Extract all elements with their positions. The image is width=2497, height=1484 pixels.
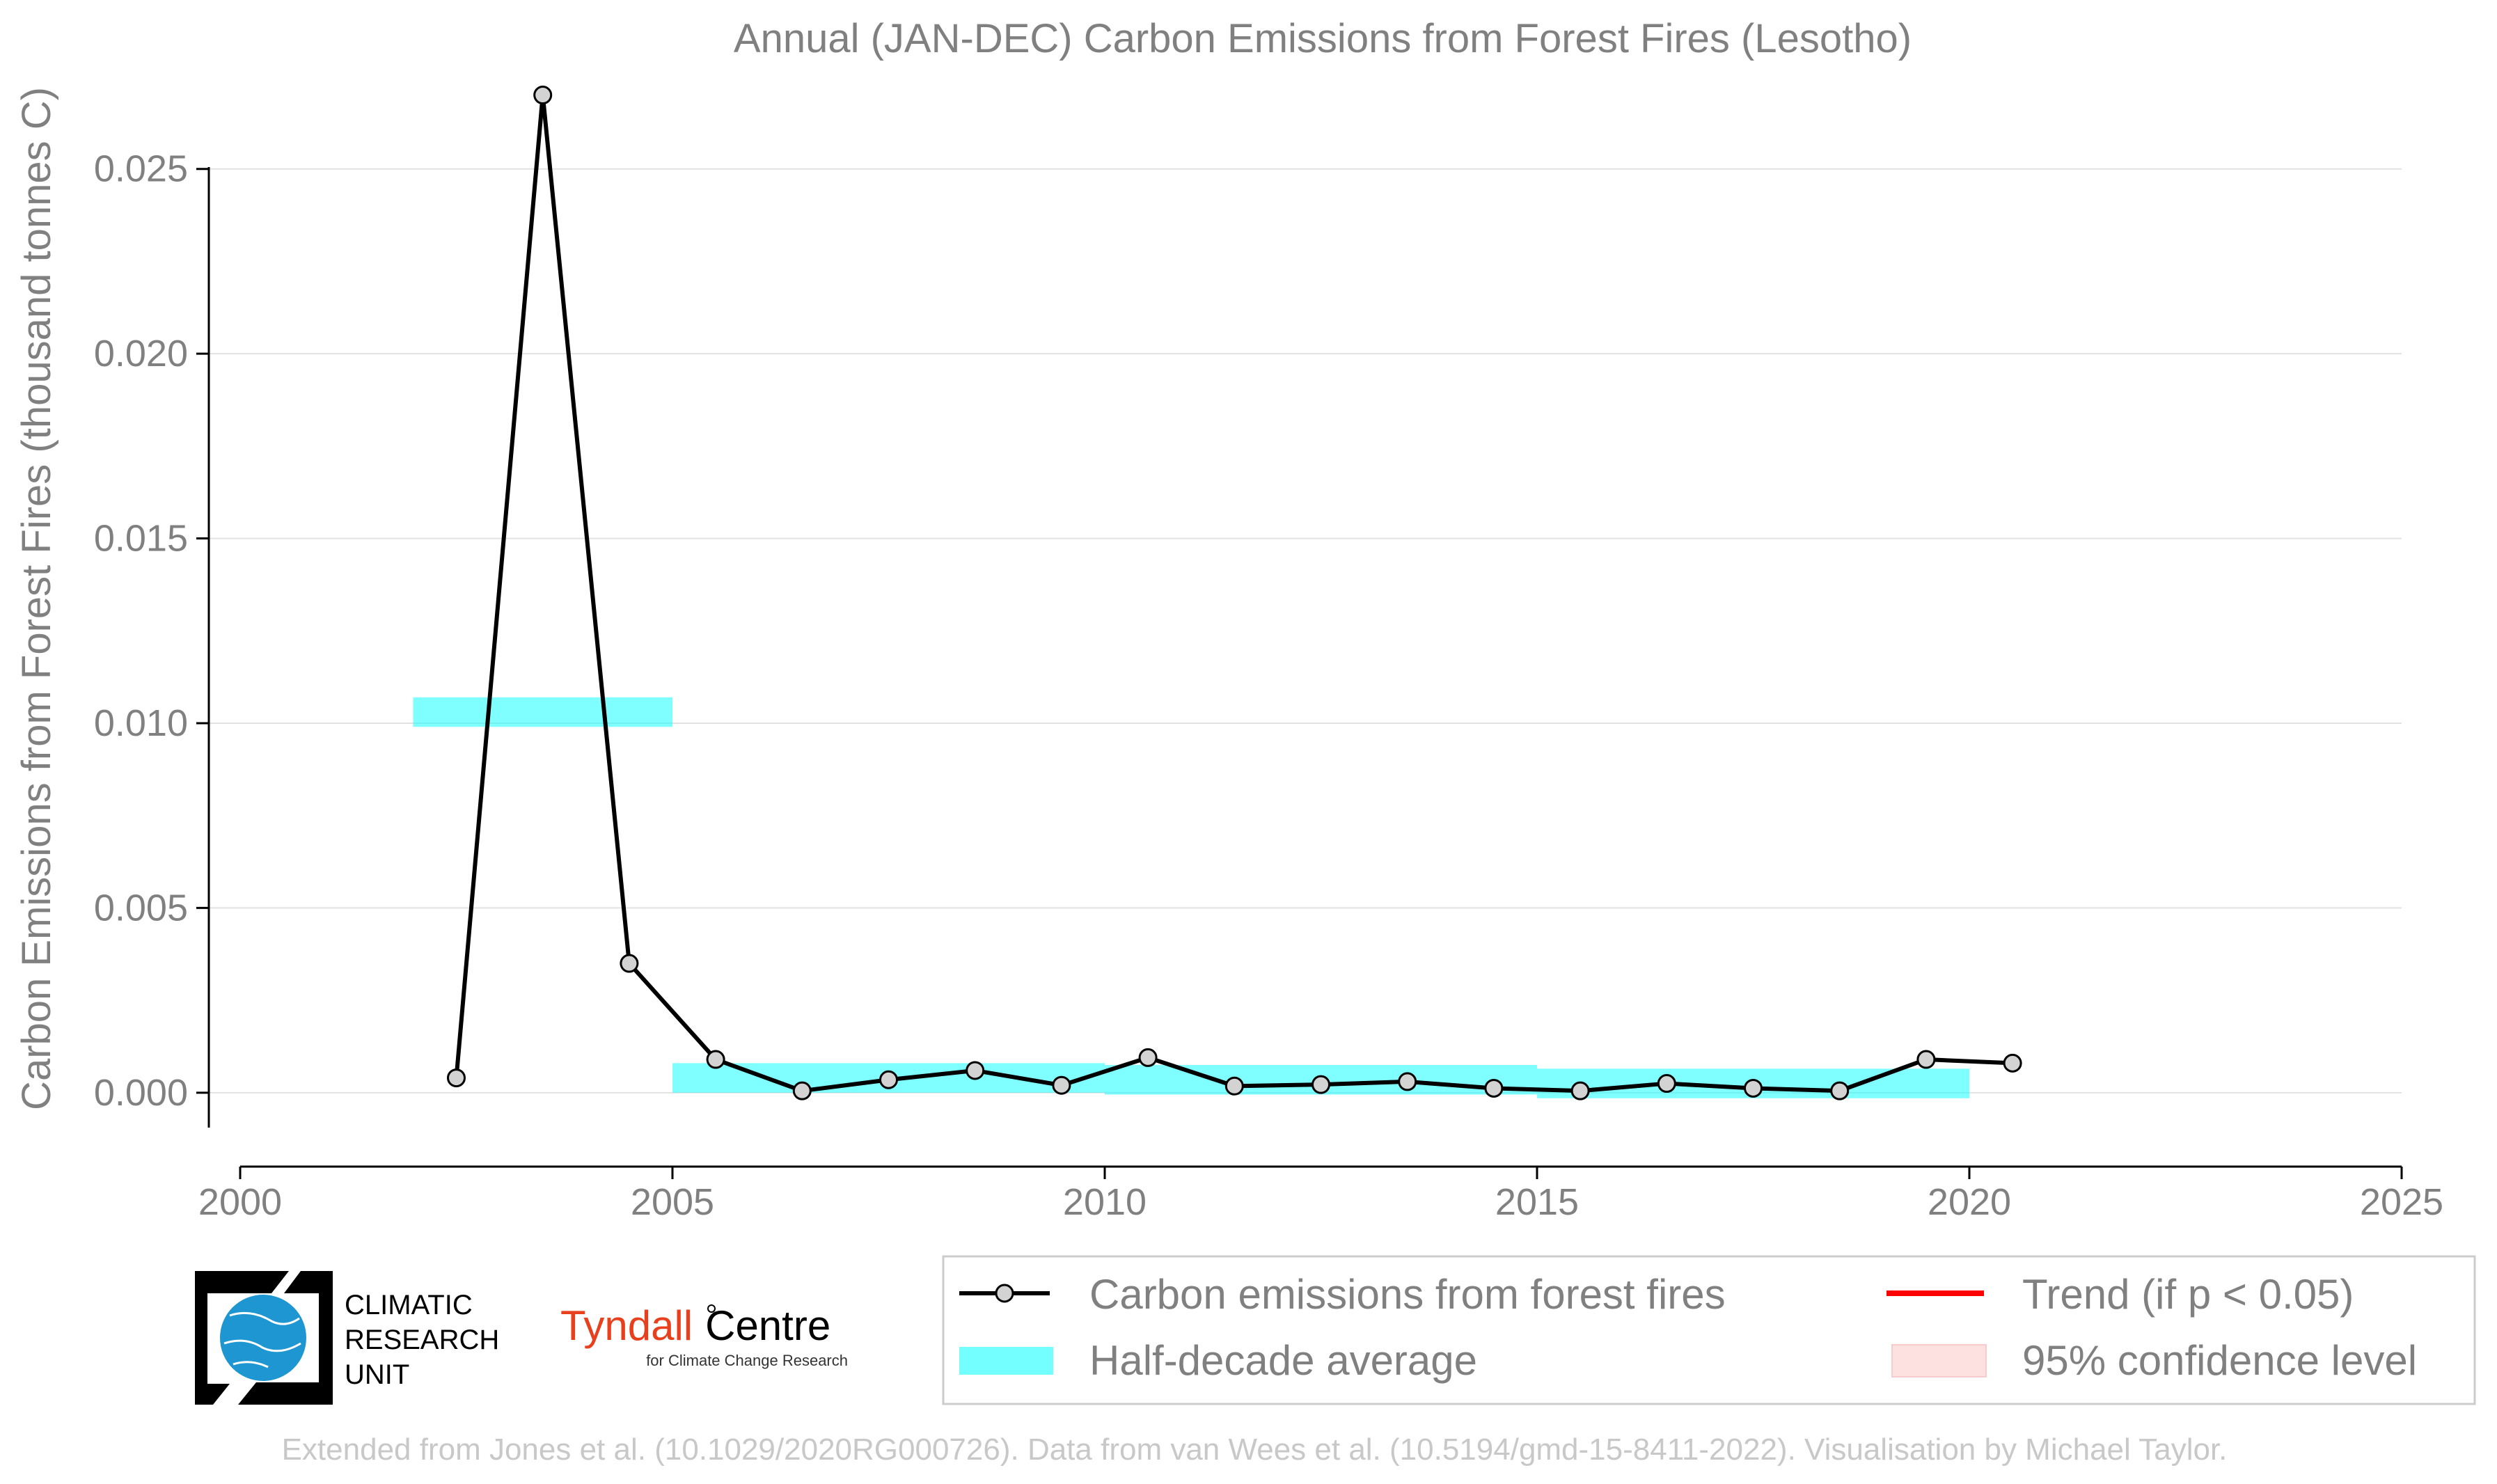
y-tick-label: 0.025	[94, 148, 188, 190]
cru-logo: CLIMATIC RESEARCH UNIT	[195, 1271, 499, 1405]
legend: Carbon emissions from forest fires Trend…	[942, 1255, 2476, 1405]
legend-item-confidence: 95% confidence level	[1891, 1337, 2417, 1384]
cru-logo-line-1: CLIMATIC	[345, 1290, 473, 1320]
data-point	[620, 954, 639, 973]
half-decade-bands	[413, 697, 1969, 1098]
footer-credit: Extended from Jones et al. (10.1029/2020…	[282, 1432, 2228, 1467]
data-point	[1138, 1048, 1158, 1067]
x-tick-label: 2010	[1063, 1181, 1147, 1223]
emissions-series	[447, 86, 2022, 1100]
chart-title: Annual (JAN-DEC) Carbon Emissions from F…	[734, 16, 1912, 61]
legend-label: Half-decade average	[1089, 1337, 1477, 1384]
data-point	[447, 1068, 466, 1088]
cru-logo-line-3: UNIT	[345, 1359, 409, 1390]
tyndall-degree-mark	[707, 1304, 716, 1313]
y-tick-label: 0.010	[94, 702, 188, 744]
legend-item-trend: Trend (if p < 0.05)	[1886, 1271, 2354, 1318]
y-tick-1: 0.005	[94, 887, 209, 929]
x-tick-label: 2005	[631, 1181, 714, 1223]
x-tick-4: 2020	[1928, 1167, 2011, 1223]
x-tick-0: 2000	[198, 1167, 282, 1223]
data-point	[879, 1070, 898, 1089]
y-tick-5: 0.025	[94, 148, 209, 190]
tyndall-logo: Tyndall Centre for Climate Change Researc…	[560, 1302, 848, 1369]
tyndall-logo-subtitle: for Climate Change Research	[646, 1352, 848, 1369]
y-axis-label: Carbon Emissions from Forest Fires (thou…	[14, 87, 59, 1110]
cru-logo-line-2: RESEARCH	[345, 1325, 499, 1355]
data-point	[533, 86, 553, 105]
data-point	[706, 1050, 725, 1069]
y-tick-2: 0.010	[94, 702, 209, 744]
legend-item-half-decade: Half-decade average	[959, 1337, 1477, 1384]
globe-icon	[220, 1295, 306, 1381]
tyndall-logo-text: Tyndall Centre	[560, 1302, 830, 1349]
cru-logo-frame	[195, 1271, 289, 1405]
legend-item-emissions: Carbon emissions from forest fires	[959, 1271, 1726, 1318]
data-point	[1311, 1075, 1330, 1094]
x-axis-ticks: 2000 2005 2010 2015 2020 2025	[198, 1167, 2443, 1223]
x-tick-1: 2005	[631, 1167, 714, 1223]
legend-marker	[995, 1284, 1014, 1303]
half-decade-band	[413, 697, 672, 727]
y-tick-4: 0.020	[94, 333, 209, 374]
data-point	[1657, 1074, 1676, 1094]
data-point	[792, 1081, 812, 1100]
data-point	[1570, 1081, 1590, 1100]
y-tick-label: 0.000	[94, 1072, 188, 1114]
data-point	[966, 1061, 985, 1080]
y-tick-3: 0.015	[94, 518, 209, 560]
data-point	[2003, 1053, 2022, 1073]
data-point	[1744, 1078, 1763, 1098]
x-tick-label: 2015	[1495, 1181, 1579, 1223]
x-tick-5: 2025	[2360, 1167, 2443, 1223]
y-tick-label: 0.015	[94, 518, 188, 560]
y-tick-0: 0.000	[94, 1072, 209, 1114]
series-line	[454, 93, 2013, 1094]
x-tick-label: 2025	[2360, 1181, 2443, 1223]
data-point	[1916, 1050, 1936, 1069]
legend-box	[942, 1255, 2476, 1405]
data-point	[1484, 1078, 1504, 1098]
data-point	[1052, 1075, 1071, 1095]
x-tick-label: 2020	[1928, 1181, 2011, 1223]
grid-lines	[209, 168, 2402, 1094]
y-tick-label: 0.020	[94, 333, 188, 374]
y-axis-ticks: 0.000 0.005 0.010 0.015 0.020 0.025	[94, 148, 209, 1114]
data-point	[1398, 1072, 1417, 1091]
x-tick-2: 2010	[1063, 1167, 1147, 1223]
y-tick-label: 0.005	[94, 887, 188, 929]
x-tick-label: 2000	[198, 1181, 282, 1223]
x-tick-3: 2015	[1495, 1167, 1579, 1223]
legend-label: Trend (if p < 0.05)	[2022, 1271, 2354, 1318]
cru-logo-frame-right	[238, 1271, 333, 1405]
legend-label: 95% confidence level	[2022, 1337, 2417, 1384]
data-point	[1830, 1081, 1850, 1100]
data-point	[1224, 1076, 1244, 1096]
legend-label: Carbon emissions from forest fires	[1089, 1271, 1726, 1318]
